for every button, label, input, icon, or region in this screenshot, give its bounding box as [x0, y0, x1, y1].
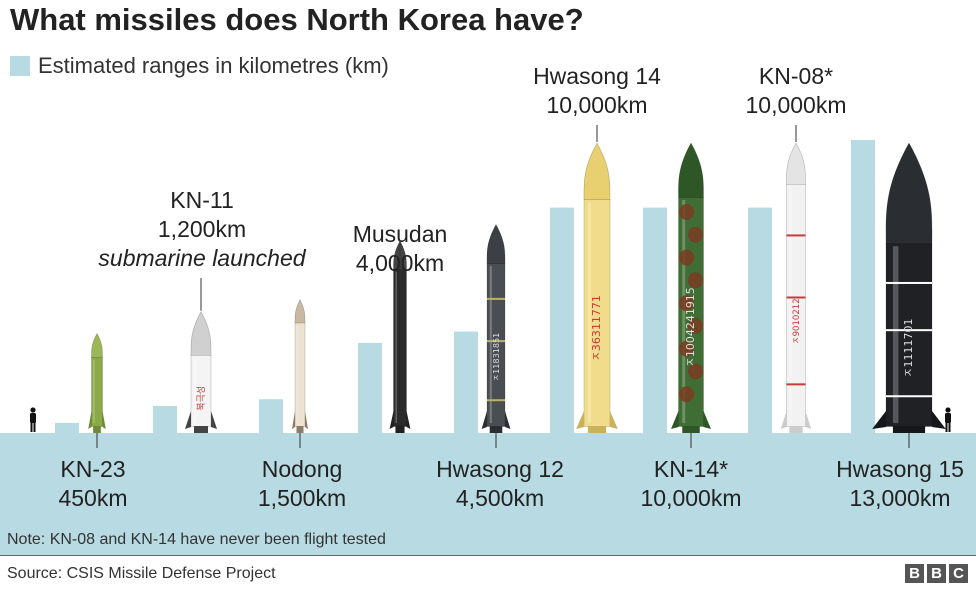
- human-figure-right: [945, 407, 951, 432]
- footnote: Note: KN-08 and KN-14 have never been fl…: [7, 531, 386, 548]
- missile-illustration: ㅈ11831851: [481, 223, 511, 433]
- ground-band: [0, 433, 976, 555]
- range-bar: [748, 207, 772, 433]
- legend-label: Estimated ranges in kilometres (km): [38, 53, 389, 78]
- range-bar: [643, 207, 667, 433]
- range-bar: [550, 207, 574, 433]
- missile-marking: ㅈ36311771: [590, 295, 603, 361]
- missile-marking: ㅈ11831851: [491, 333, 501, 382]
- bbc-logo: B B C: [905, 564, 968, 583]
- missile-range-label: 1,200km: [158, 216, 246, 242]
- labels-layer: KN-23 450km KN-11 1,200km submarine launched…: [58, 63, 963, 511]
- source-text: Source: CSIS Missile Defense Project: [7, 565, 276, 582]
- missile-illustration: ㅈ9010212: [780, 142, 812, 433]
- chart-title: What missiles does North Korea have?: [10, 2, 584, 37]
- range-bar: [454, 331, 478, 433]
- missile-name-label: Hwasong 15: [836, 456, 964, 482]
- missile-illustration: ㅈ1004241915: [671, 142, 711, 433]
- missile-illustration: 북극성: [185, 311, 217, 433]
- missile-name-label: Hwasong 12: [436, 456, 564, 482]
- missile-chart: 북극성 ㅈ11831851 ㅈ36311771 ㅈ1004241915 ㅈ9010212…: [0, 63, 976, 555]
- legend-swatch: [10, 56, 30, 76]
- missile-note-label: submarine launched: [98, 245, 306, 271]
- missile-marking: ㅈ1004241915: [684, 287, 697, 367]
- missile-name-label: Nodong: [262, 456, 343, 482]
- range-bar: [153, 405, 177, 433]
- range-bar: [55, 422, 79, 433]
- bbc-logo-letter: C: [949, 564, 968, 583]
- missile-marking: 북극성: [196, 386, 207, 411]
- missile-name-label: KN-14*: [654, 456, 728, 482]
- missile-range-label: 10,000km: [745, 92, 846, 118]
- missile-range-label: 450km: [58, 485, 127, 511]
- missile-illustration: [88, 332, 106, 433]
- missile-illustration: [292, 298, 308, 433]
- missile-range-label: 10,000km: [640, 485, 741, 511]
- missile-range-label: 4,500km: [456, 485, 544, 511]
- bbc-logo-letter: B: [927, 564, 946, 583]
- range-bar: [259, 399, 283, 433]
- bars-layer: [55, 140, 875, 433]
- missile-name-label: Hwasong 14: [533, 63, 661, 89]
- missile-name-label: KN-23: [60, 456, 125, 482]
- missile-range-label: 13,000km: [849, 485, 950, 511]
- human-figure-left: [30, 407, 36, 432]
- missile-name-label: KN-11: [170, 187, 234, 213]
- legend: Estimated ranges in kilometres (km): [10, 52, 389, 80]
- missile-name-label: KN-08*: [759, 63, 833, 89]
- missile-marking: ㅈ1111701: [902, 318, 915, 377]
- range-bar: [358, 342, 382, 433]
- missiles-layer: 북극성 ㅈ11831851 ㅈ36311771 ㅈ1004241915 ㅈ9010212…: [88, 142, 946, 433]
- bbc-logo-letter: B: [905, 564, 924, 583]
- footer-divider: [0, 555, 976, 556]
- missile-range-label: 1,500km: [258, 485, 346, 511]
- missile-marking: ㅈ9010212: [792, 298, 802, 344]
- range-bar: [851, 140, 875, 433]
- missile-illustration: ㅈ36311771: [576, 142, 618, 433]
- missile-illustration: ㅈ1111701: [872, 142, 946, 433]
- missile-range-label: 10,000km: [546, 92, 647, 118]
